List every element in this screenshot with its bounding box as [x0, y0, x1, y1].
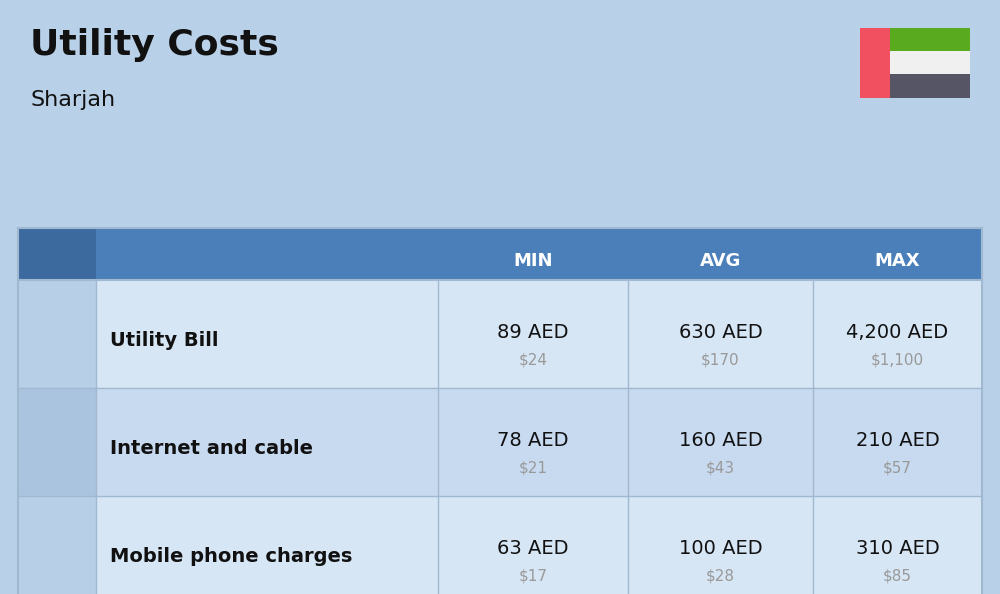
- Text: $28: $28: [706, 569, 735, 584]
- Text: $43: $43: [706, 461, 735, 476]
- Text: $1,100: $1,100: [871, 353, 924, 368]
- Text: Internet and cable: Internet and cable: [110, 440, 313, 459]
- Text: AVG: AVG: [700, 252, 741, 270]
- Text: 210 AED: 210 AED: [856, 431, 939, 450]
- Bar: [18, 228, 982, 280]
- Text: $57: $57: [883, 461, 912, 476]
- Text: 63 AED: 63 AED: [497, 539, 569, 558]
- Text: Mobile phone charges: Mobile phone charges: [110, 548, 352, 567]
- Text: Utility Bill: Utility Bill: [110, 331, 218, 350]
- Text: 78 AED: 78 AED: [497, 431, 569, 450]
- Bar: [18, 228, 96, 280]
- Text: $17: $17: [518, 569, 548, 584]
- Text: 4,200 AED: 4,200 AED: [846, 323, 949, 342]
- Text: Utility Costs: Utility Costs: [30, 28, 279, 62]
- Text: $170: $170: [701, 353, 740, 368]
- Text: 310 AED: 310 AED: [856, 539, 939, 558]
- Text: 89 AED: 89 AED: [497, 323, 569, 342]
- Text: $85: $85: [883, 569, 912, 584]
- Bar: [96, 228, 438, 280]
- Bar: [860, 28, 890, 98]
- Bar: [18, 388, 96, 496]
- Bar: [890, 28, 970, 51]
- Bar: [18, 388, 982, 496]
- Text: $24: $24: [518, 353, 548, 368]
- Bar: [18, 280, 982, 388]
- Bar: [18, 496, 982, 594]
- Text: 630 AED: 630 AED: [679, 323, 762, 342]
- Bar: [18, 496, 96, 594]
- Text: Sharjah: Sharjah: [30, 90, 115, 110]
- Text: 160 AED: 160 AED: [679, 431, 762, 450]
- Bar: [18, 280, 96, 388]
- Text: MAX: MAX: [875, 252, 920, 270]
- Bar: [890, 51, 970, 74]
- Bar: [890, 74, 970, 98]
- Text: MIN: MIN: [513, 252, 553, 270]
- Text: $21: $21: [518, 461, 548, 476]
- Text: 100 AED: 100 AED: [679, 539, 762, 558]
